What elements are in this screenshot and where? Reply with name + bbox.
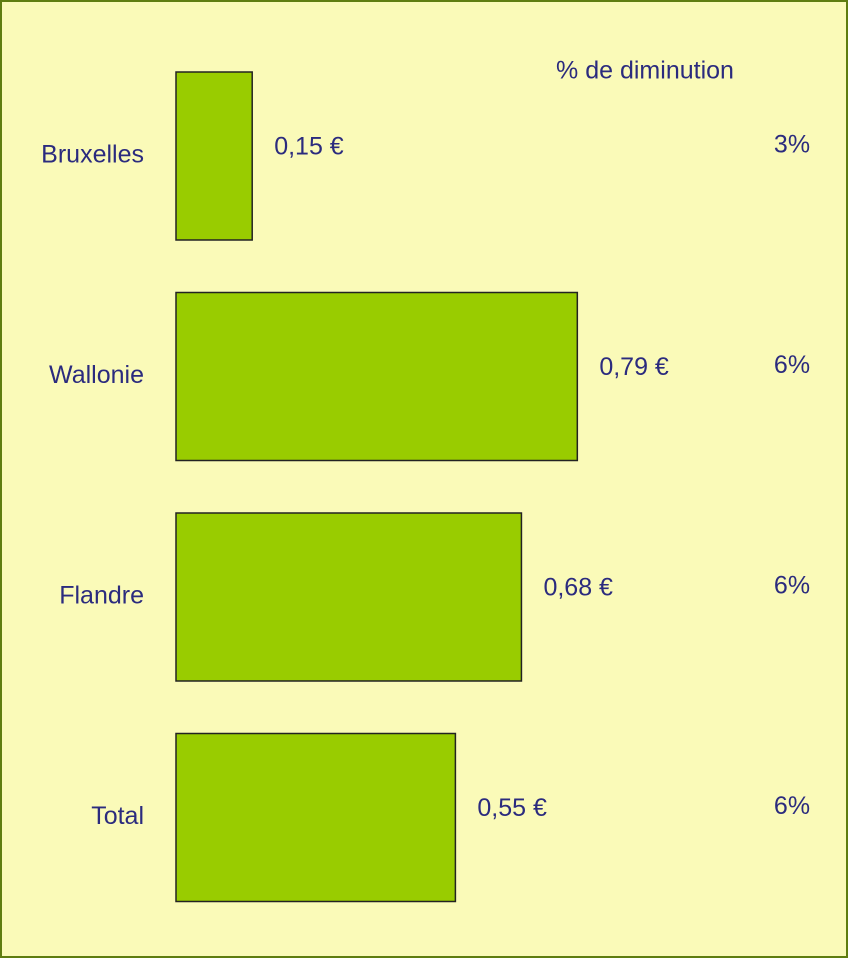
diminution-label: 6%: [774, 351, 810, 379]
diminution-label: 6%: [774, 792, 810, 820]
bar: [175, 732, 457, 903]
column-title: % de diminution: [556, 57, 734, 85]
value-label: 0,68 €: [543, 574, 613, 602]
value-label: 0,55 €: [477, 794, 547, 822]
bar: [175, 512, 523, 682]
category-label: Bruxelles: [41, 141, 144, 169]
bar: [175, 71, 253, 241]
bar: [175, 291, 579, 462]
category-label: Wallonie: [49, 361, 144, 389]
category-label: Total: [91, 802, 144, 830]
category-label: Flandre: [59, 582, 144, 610]
value-label: 0,79 €: [599, 353, 669, 381]
value-label: 0,15 €: [274, 133, 344, 161]
diminution-label: 3%: [774, 131, 810, 159]
diminution-label: 6%: [774, 572, 810, 600]
